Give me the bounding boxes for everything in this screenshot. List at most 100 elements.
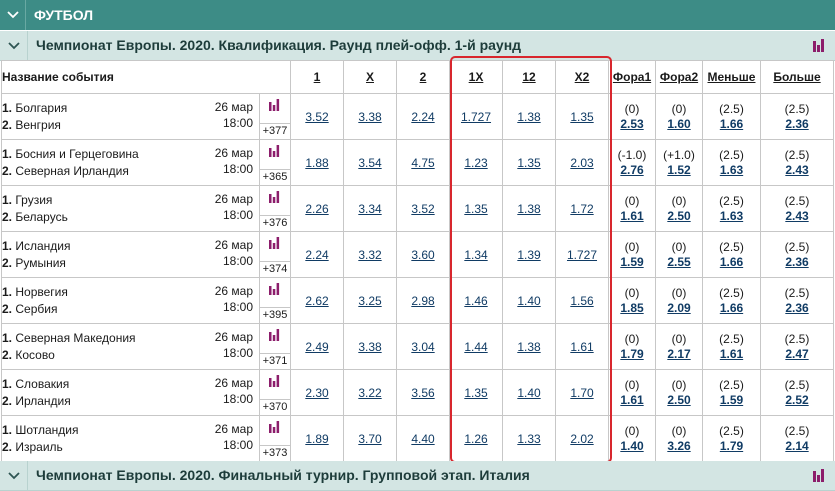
team-2-name[interactable]: Косово xyxy=(15,347,55,362)
odd-fora2[interactable]: (0) 2.09 xyxy=(655,277,703,324)
odd-1[interactable]: 2.49 xyxy=(290,323,344,370)
event-stats-cell[interactable]: +373 xyxy=(259,415,291,462)
col-header-12[interactable]: 12 xyxy=(502,60,556,94)
odd-fora1-value[interactable]: 2.53 xyxy=(620,116,644,131)
odd-under-value[interactable]: 1.66 xyxy=(719,116,744,131)
odd-under[interactable]: (2.5) 1.59 xyxy=(702,369,761,416)
odd-x2-value[interactable]: 2.03 xyxy=(570,155,594,170)
odd-1-value[interactable]: 2.62 xyxy=(305,293,329,308)
odd-fora2[interactable]: (0) 2.50 xyxy=(655,185,703,232)
odd-fora1[interactable]: (0) 1.79 xyxy=(608,323,656,370)
odd-over-value[interactable]: 2.52 xyxy=(785,392,809,407)
odd-over-value[interactable]: 2.14 xyxy=(785,438,809,453)
team-2[interactable]: 2. Израиль xyxy=(2,439,63,454)
odd-x2-value[interactable]: 1.61 xyxy=(570,339,594,354)
odd-fora1[interactable]: (0) 1.61 xyxy=(608,185,656,232)
odd-fora2[interactable]: (+1.0) 1.52 xyxy=(655,139,703,186)
odd-x[interactable]: 3.70 xyxy=(343,415,397,462)
odd-over[interactable]: (2.5) 2.47 xyxy=(760,323,834,370)
odd-x2-value[interactable]: 1.72 xyxy=(570,201,594,216)
stats-icon[interactable] xyxy=(812,39,825,57)
odd-12-value[interactable]: 1.38 xyxy=(517,201,541,216)
team-2-name[interactable]: Венгрия xyxy=(15,117,61,132)
odd-2-value[interactable]: 2.24 xyxy=(411,109,435,124)
odd-over[interactable]: (2.5) 2.52 xyxy=(760,369,834,416)
odd-x-value[interactable]: 3.54 xyxy=(358,155,382,170)
odd-1[interactable]: 2.24 xyxy=(290,231,344,278)
odd-1x[interactable]: 1.35 xyxy=(449,185,503,232)
team-2-name[interactable]: Беларусь xyxy=(15,209,68,224)
team-1[interactable]: 1. Грузия xyxy=(2,192,53,207)
team-2[interactable]: 2. Румыния xyxy=(2,255,66,270)
odd-under-value[interactable]: 1.66 xyxy=(719,254,744,269)
odd-fora1-value[interactable]: 2.76 xyxy=(620,162,644,177)
col-header-over[interactable]: Больше xyxy=(760,60,834,94)
odd-under-value[interactable]: 1.63 xyxy=(719,208,744,223)
odd-2[interactable]: 2.24 xyxy=(396,93,450,140)
event-name-cell[interactable]: 1. Исландия 2. Румыния 26 мар 18:00 xyxy=(1,231,260,278)
odd-1x[interactable]: 1.727 xyxy=(449,93,503,140)
odd-x-value[interactable]: 3.38 xyxy=(358,339,382,354)
team-1-name[interactable]: Шотландия xyxy=(15,422,79,437)
odd-12[interactable]: 1.40 xyxy=(502,369,556,416)
event-name-cell[interactable]: 1. Норвегия 2. Сербия 26 мар 18:00 xyxy=(1,277,260,324)
odd-fora2-value[interactable]: 2.55 xyxy=(667,254,691,269)
team-2-name[interactable]: Северная Ирландия xyxy=(15,163,129,178)
odd-x2[interactable]: 1.56 xyxy=(555,277,609,324)
odd-x[interactable]: 3.34 xyxy=(343,185,397,232)
odd-1x-value[interactable]: 1.44 xyxy=(464,339,488,354)
event-name-cell[interactable]: 1. Северная Македония 2. Косово 26 мар 18:0… xyxy=(1,323,260,370)
col-header-under[interactable]: Меньше xyxy=(702,60,761,94)
col-header-x2[interactable]: X2 xyxy=(555,60,609,94)
odd-2-value[interactable]: 2.98 xyxy=(411,293,435,308)
odd-fora2[interactable]: (0) 3.26 xyxy=(655,415,703,462)
odd-x2[interactable]: 1.35 xyxy=(555,93,609,140)
odd-2-value[interactable]: 4.40 xyxy=(411,431,435,446)
odd-over[interactable]: (2.5) 2.36 xyxy=(760,277,834,324)
odd-x[interactable]: 3.54 xyxy=(343,139,397,186)
event-stats-cell[interactable]: +370 xyxy=(259,369,291,416)
odd-x2[interactable]: 1.72 xyxy=(555,185,609,232)
odd-fora1-value[interactable]: 1.79 xyxy=(620,346,644,361)
event-stats-cell[interactable]: +374 xyxy=(259,231,291,278)
odd-1x[interactable]: 1.26 xyxy=(449,415,503,462)
event-stats-cell[interactable]: +371 xyxy=(259,323,291,370)
odd-1[interactable]: 1.89 xyxy=(290,415,344,462)
team-1[interactable]: 1. Северная Македония xyxy=(2,330,136,345)
odd-2-value[interactable]: 3.04 xyxy=(411,339,435,354)
odd-fora2-value[interactable]: 3.26 xyxy=(667,438,691,453)
odd-1x[interactable]: 1.35 xyxy=(449,369,503,416)
odd-fora1-value[interactable]: 1.61 xyxy=(620,208,644,223)
odd-2-value[interactable]: 3.52 xyxy=(411,201,435,216)
odd-over[interactable]: (2.5) 2.43 xyxy=(760,185,834,232)
odd-1-value[interactable]: 2.24 xyxy=(305,247,329,262)
stats-icon[interactable] xyxy=(268,99,280,114)
odd-12-value[interactable]: 1.38 xyxy=(517,339,541,354)
odd-x[interactable]: 3.38 xyxy=(343,323,397,370)
odd-over-value[interactable]: 2.36 xyxy=(785,300,809,315)
championship-header[interactable]: Чемпионат Европы. 2020. Квалификация. Ра… xyxy=(0,31,835,61)
stats-icon[interactable] xyxy=(812,469,825,487)
odd-2[interactable]: 4.75 xyxy=(396,139,450,186)
odd-x2[interactable]: 1.727 xyxy=(555,231,609,278)
odd-under-value[interactable]: 1.59 xyxy=(719,392,744,407)
stats-icon[interactable] xyxy=(268,421,280,436)
team-2[interactable]: 2. Венгрия xyxy=(2,117,61,132)
odd-x2-value[interactable]: 1.56 xyxy=(570,293,594,308)
odd-x-value[interactable]: 3.25 xyxy=(358,293,382,308)
odd-1-value[interactable]: 2.49 xyxy=(305,339,329,354)
odd-12-value[interactable]: 1.39 xyxy=(517,247,541,262)
team-1[interactable]: 1. Словакия xyxy=(2,376,70,391)
stats-icon[interactable] xyxy=(268,283,280,298)
odd-fora2[interactable]: (0) 2.55 xyxy=(655,231,703,278)
odd-fora1[interactable]: (0) 1.61 xyxy=(608,369,656,416)
event-name-cell[interactable]: 1. Словакия 2. Ирландия 26 мар 18:00 xyxy=(1,369,260,416)
odd-x2-value[interactable]: 1.35 xyxy=(570,109,594,124)
team-1[interactable]: 1. Шотландия xyxy=(2,422,79,437)
odd-under-value[interactable]: 1.61 xyxy=(719,346,744,361)
team-2-name[interactable]: Израиль xyxy=(15,439,63,454)
odd-fora1-value[interactable]: 1.59 xyxy=(620,254,644,269)
col-header-x[interactable]: X xyxy=(343,60,397,94)
odd-x2-value[interactable]: 2.02 xyxy=(570,431,594,446)
odd-2[interactable]: 3.60 xyxy=(396,231,450,278)
